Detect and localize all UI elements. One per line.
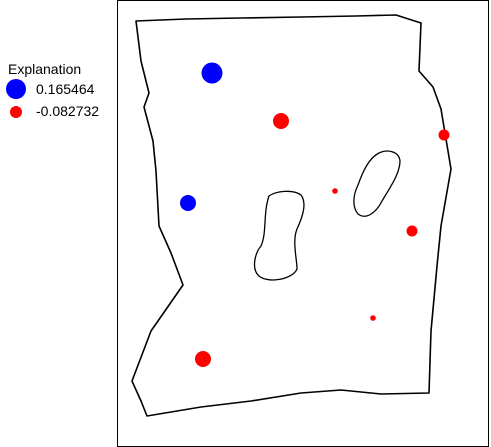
legend-item-negative: -0.082732 <box>6 100 118 122</box>
map-frame <box>117 0 489 447</box>
map-data-point <box>273 113 289 129</box>
map-data-point <box>201 62 223 84</box>
map-data-point <box>406 225 418 237</box>
legend-item-label: -0.082732 <box>36 103 100 119</box>
map-data-point <box>370 315 376 321</box>
red-circle-symbol-icon <box>10 106 22 118</box>
map-legend: Explanation 0.165464 -0.082732 <box>6 60 118 122</box>
map-data-point <box>438 129 450 141</box>
map-data-point <box>180 195 196 211</box>
legend-title: Explanation <box>8 61 82 77</box>
data-points-layer <box>180 62 450 367</box>
legend-item-positive: 0.165464 <box>6 78 118 100</box>
map-canvas <box>131 14 452 417</box>
map-data-point <box>195 351 211 367</box>
legend-item-label: 0.165464 <box>36 81 95 97</box>
lake-hole-right <box>353 150 401 217</box>
map-data-point <box>332 188 338 194</box>
lake-hole-left <box>253 190 305 281</box>
blue-circle-symbol-icon <box>6 79 26 99</box>
